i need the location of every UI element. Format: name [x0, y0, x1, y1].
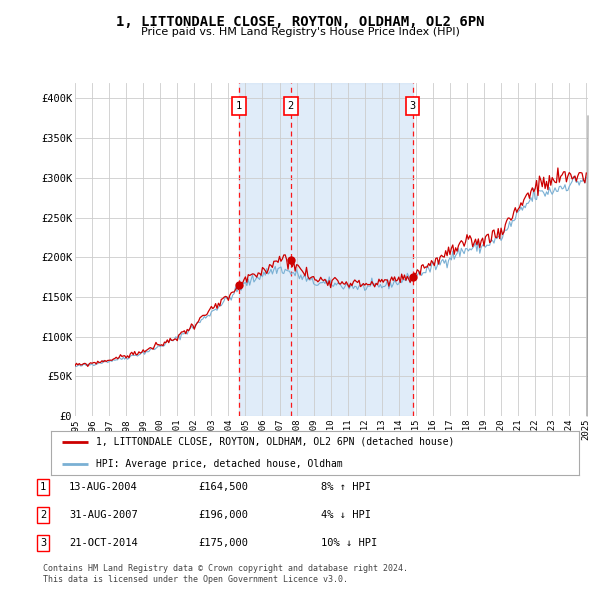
- Text: Contains HM Land Registry data © Crown copyright and database right 2024.: Contains HM Land Registry data © Crown c…: [43, 565, 408, 573]
- Text: £196,000: £196,000: [198, 510, 248, 520]
- Text: 8% ↑ HPI: 8% ↑ HPI: [321, 482, 371, 491]
- Bar: [239, 83, 413, 416]
- Text: HPI: Average price, detached house, Oldham: HPI: Average price, detached house, Oldh…: [96, 459, 343, 469]
- Text: Price paid vs. HM Land Registry's House Price Index (HPI): Price paid vs. HM Land Registry's House …: [140, 27, 460, 37]
- Text: £175,000: £175,000: [198, 539, 248, 548]
- Text: 1, LITTONDALE CLOSE, ROYTON, OLDHAM, OL2 6PN: 1, LITTONDALE CLOSE, ROYTON, OLDHAM, OL2…: [116, 15, 484, 29]
- Text: 1, LITTONDALE CLOSE, ROYTON, OLDHAM, OL2 6PN (detached house): 1, LITTONDALE CLOSE, ROYTON, OLDHAM, OL2…: [96, 437, 454, 447]
- Text: 1: 1: [40, 482, 46, 491]
- Text: This data is licensed under the Open Government Licence v3.0.: This data is licensed under the Open Gov…: [43, 575, 348, 584]
- Text: 3: 3: [409, 101, 416, 111]
- Text: 21-OCT-2014: 21-OCT-2014: [69, 539, 138, 548]
- Text: 31-AUG-2007: 31-AUG-2007: [69, 510, 138, 520]
- Text: 13-AUG-2004: 13-AUG-2004: [69, 482, 138, 491]
- Text: 3: 3: [40, 539, 46, 548]
- Text: 10% ↓ HPI: 10% ↓ HPI: [321, 539, 377, 548]
- Text: 2: 2: [288, 101, 294, 111]
- Text: 2: 2: [40, 510, 46, 520]
- Text: 1: 1: [236, 101, 242, 111]
- Text: £164,500: £164,500: [198, 482, 248, 491]
- Text: 4% ↓ HPI: 4% ↓ HPI: [321, 510, 371, 520]
